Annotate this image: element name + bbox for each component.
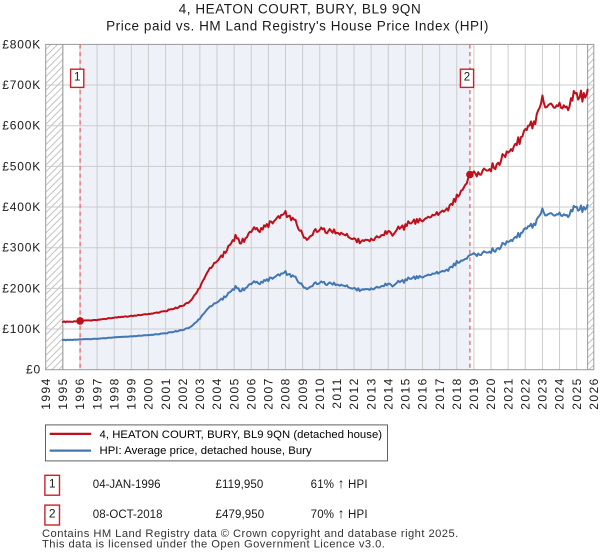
svg-text:1998: 1998 — [107, 377, 121, 410]
svg-text:£200K: £200K — [2, 281, 41, 295]
svg-text:£500K: £500K — [2, 159, 41, 173]
svg-text:1999: 1999 — [125, 377, 139, 410]
svg-text:2012: 2012 — [347, 377, 361, 410]
svg-text:This data is licensed under th: This data is licensed under the Open Gov… — [42, 538, 385, 550]
svg-text:2011: 2011 — [330, 377, 344, 409]
svg-text:2004: 2004 — [210, 377, 224, 410]
svg-text:2: 2 — [49, 506, 56, 520]
svg-text:2023: 2023 — [536, 377, 550, 410]
svg-text:2021: 2021 — [501, 377, 515, 410]
svg-text:2000: 2000 — [142, 377, 156, 410]
svg-text:£479,950: £479,950 — [216, 509, 265, 521]
svg-text:£0: £0 — [26, 363, 41, 377]
svg-text:£400K: £400K — [2, 200, 41, 214]
svg-text:2020: 2020 — [484, 377, 498, 410]
svg-text:1: 1 — [74, 71, 80, 83]
svg-text:Contains HM Land Registry data: Contains HM Land Registry data © Crown c… — [42, 528, 459, 540]
svg-text:£300K: £300K — [2, 241, 41, 255]
svg-text:£600K: £600K — [2, 119, 41, 133]
svg-text:2007: 2007 — [262, 377, 276, 410]
svg-text:4, HEATON COURT, BURY, BL9 9QN: 4, HEATON COURT, BURY, BL9 9QN (detached… — [100, 429, 383, 441]
svg-text:1995: 1995 — [56, 377, 70, 410]
svg-text:2015: 2015 — [399, 377, 413, 410]
svg-text:61% ↑ HPI: 61% ↑ HPI — [311, 475, 368, 491]
svg-text:04-JAN-1996: 04-JAN-1996 — [93, 479, 161, 491]
svg-text:2003: 2003 — [193, 377, 207, 410]
svg-text:08-OCT-2018: 08-OCT-2018 — [93, 509, 163, 521]
svg-text:2025: 2025 — [570, 377, 584, 410]
svg-text:2013: 2013 — [364, 377, 378, 410]
svg-text:2024: 2024 — [553, 377, 567, 410]
svg-text:£700K: £700K — [2, 78, 41, 92]
svg-text:2010: 2010 — [313, 377, 327, 410]
svg-text:1997: 1997 — [90, 377, 104, 410]
svg-text:4, HEATON COURT, BURY, BL9 9QN: 4, HEATON COURT, BURY, BL9 9QN — [179, 1, 422, 16]
svg-text:Price paid vs. HM Land Registr: Price paid vs. HM Land Registry's House … — [106, 19, 489, 34]
svg-text:2017: 2017 — [433, 377, 447, 410]
svg-text:2026: 2026 — [587, 377, 600, 410]
svg-text:2006: 2006 — [244, 377, 258, 410]
svg-text:2002: 2002 — [176, 377, 190, 410]
svg-text:2: 2 — [464, 71, 470, 83]
svg-text:1: 1 — [49, 476, 56, 490]
svg-text:HPI: Average price, detached h: HPI: Average price, detached house, Bury — [100, 445, 312, 457]
svg-text:£100K: £100K — [2, 322, 41, 336]
svg-text:2016: 2016 — [416, 377, 430, 410]
svg-text:2001: 2001 — [159, 377, 173, 410]
svg-text:2022: 2022 — [518, 377, 532, 410]
svg-text:2019: 2019 — [467, 377, 481, 410]
svg-text:2009: 2009 — [296, 377, 310, 410]
svg-text:2005: 2005 — [227, 377, 241, 410]
svg-text:70% ↑ HPI: 70% ↑ HPI — [311, 505, 368, 521]
svg-text:£119,950: £119,950 — [216, 479, 264, 491]
svg-text:2018: 2018 — [450, 377, 464, 410]
svg-text:£800K: £800K — [2, 37, 41, 51]
svg-text:1994: 1994 — [39, 377, 53, 410]
svg-text:2014: 2014 — [381, 377, 395, 410]
svg-text:2008: 2008 — [279, 377, 293, 410]
svg-text:1996: 1996 — [73, 377, 87, 410]
